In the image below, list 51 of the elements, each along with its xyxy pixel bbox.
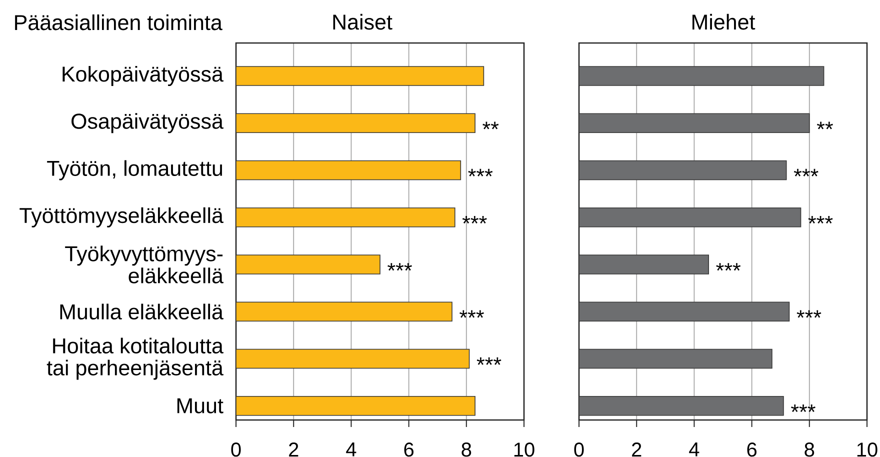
bar xyxy=(236,254,380,274)
y-tick-label: Muut xyxy=(177,398,224,414)
bar xyxy=(579,254,709,274)
annotation: *** xyxy=(468,168,493,176)
x-tick-label: 8 xyxy=(462,442,472,457)
bar xyxy=(236,207,456,228)
bar xyxy=(236,348,470,369)
annotation: *** xyxy=(796,310,822,318)
y-tick-label: Työttömyyseläkkeellä xyxy=(20,207,224,228)
chart-title: Naiset xyxy=(333,14,392,30)
x-tick-label: 6 xyxy=(747,442,756,457)
bar xyxy=(236,66,484,86)
bar xyxy=(579,160,787,180)
bar xyxy=(579,348,772,369)
annotation: ** xyxy=(816,122,833,130)
annotation: *** xyxy=(476,357,502,365)
y-tick-label: Muulla eläkkeellä xyxy=(60,304,224,320)
x-tick-label: 6 xyxy=(404,442,414,457)
bar xyxy=(236,160,462,180)
y-tick-label: Kokopäivätyössä xyxy=(62,66,224,86)
annotation: *** xyxy=(460,310,484,318)
annotation: *** xyxy=(791,404,816,412)
x-tick-label: 8 xyxy=(804,442,814,457)
y-tick-label: Osapäivätyössä xyxy=(72,113,224,134)
chart-title: Miehet xyxy=(692,14,756,30)
annotation: *** xyxy=(794,168,818,176)
x-tick-label: 0 xyxy=(574,442,584,457)
x-tick-label: 2 xyxy=(632,442,642,456)
bar xyxy=(579,396,784,416)
bar xyxy=(236,302,452,322)
y-tick-label: Hoitaa kotitaloutta tai perheenjäsentä xyxy=(46,338,224,380)
bar xyxy=(579,207,802,228)
x-tick-label: 0 xyxy=(231,442,241,457)
x-tick-label: 10 xyxy=(857,442,878,457)
bar xyxy=(236,396,476,416)
x-tick-label: 4 xyxy=(689,442,700,456)
annotation: *** xyxy=(462,216,487,224)
y-axis-title: Pääasiallinen toiminta xyxy=(15,14,222,30)
annotation: *** xyxy=(388,263,412,271)
bar xyxy=(579,66,824,86)
x-tick-label: 2 xyxy=(289,442,298,456)
annotation: *** xyxy=(716,263,741,271)
bar xyxy=(236,113,476,134)
annotation: ** xyxy=(482,122,499,130)
x-tick-label: 10 xyxy=(514,442,534,457)
bar xyxy=(579,113,810,134)
y-tick-label: Työtön, lomautettu xyxy=(47,160,222,180)
y-tick-label: Työkyvyttömyys-eläkkeellä xyxy=(65,246,224,284)
x-tick-label: 4 xyxy=(346,442,356,456)
bar xyxy=(579,302,790,322)
annotation: *** xyxy=(808,216,833,224)
